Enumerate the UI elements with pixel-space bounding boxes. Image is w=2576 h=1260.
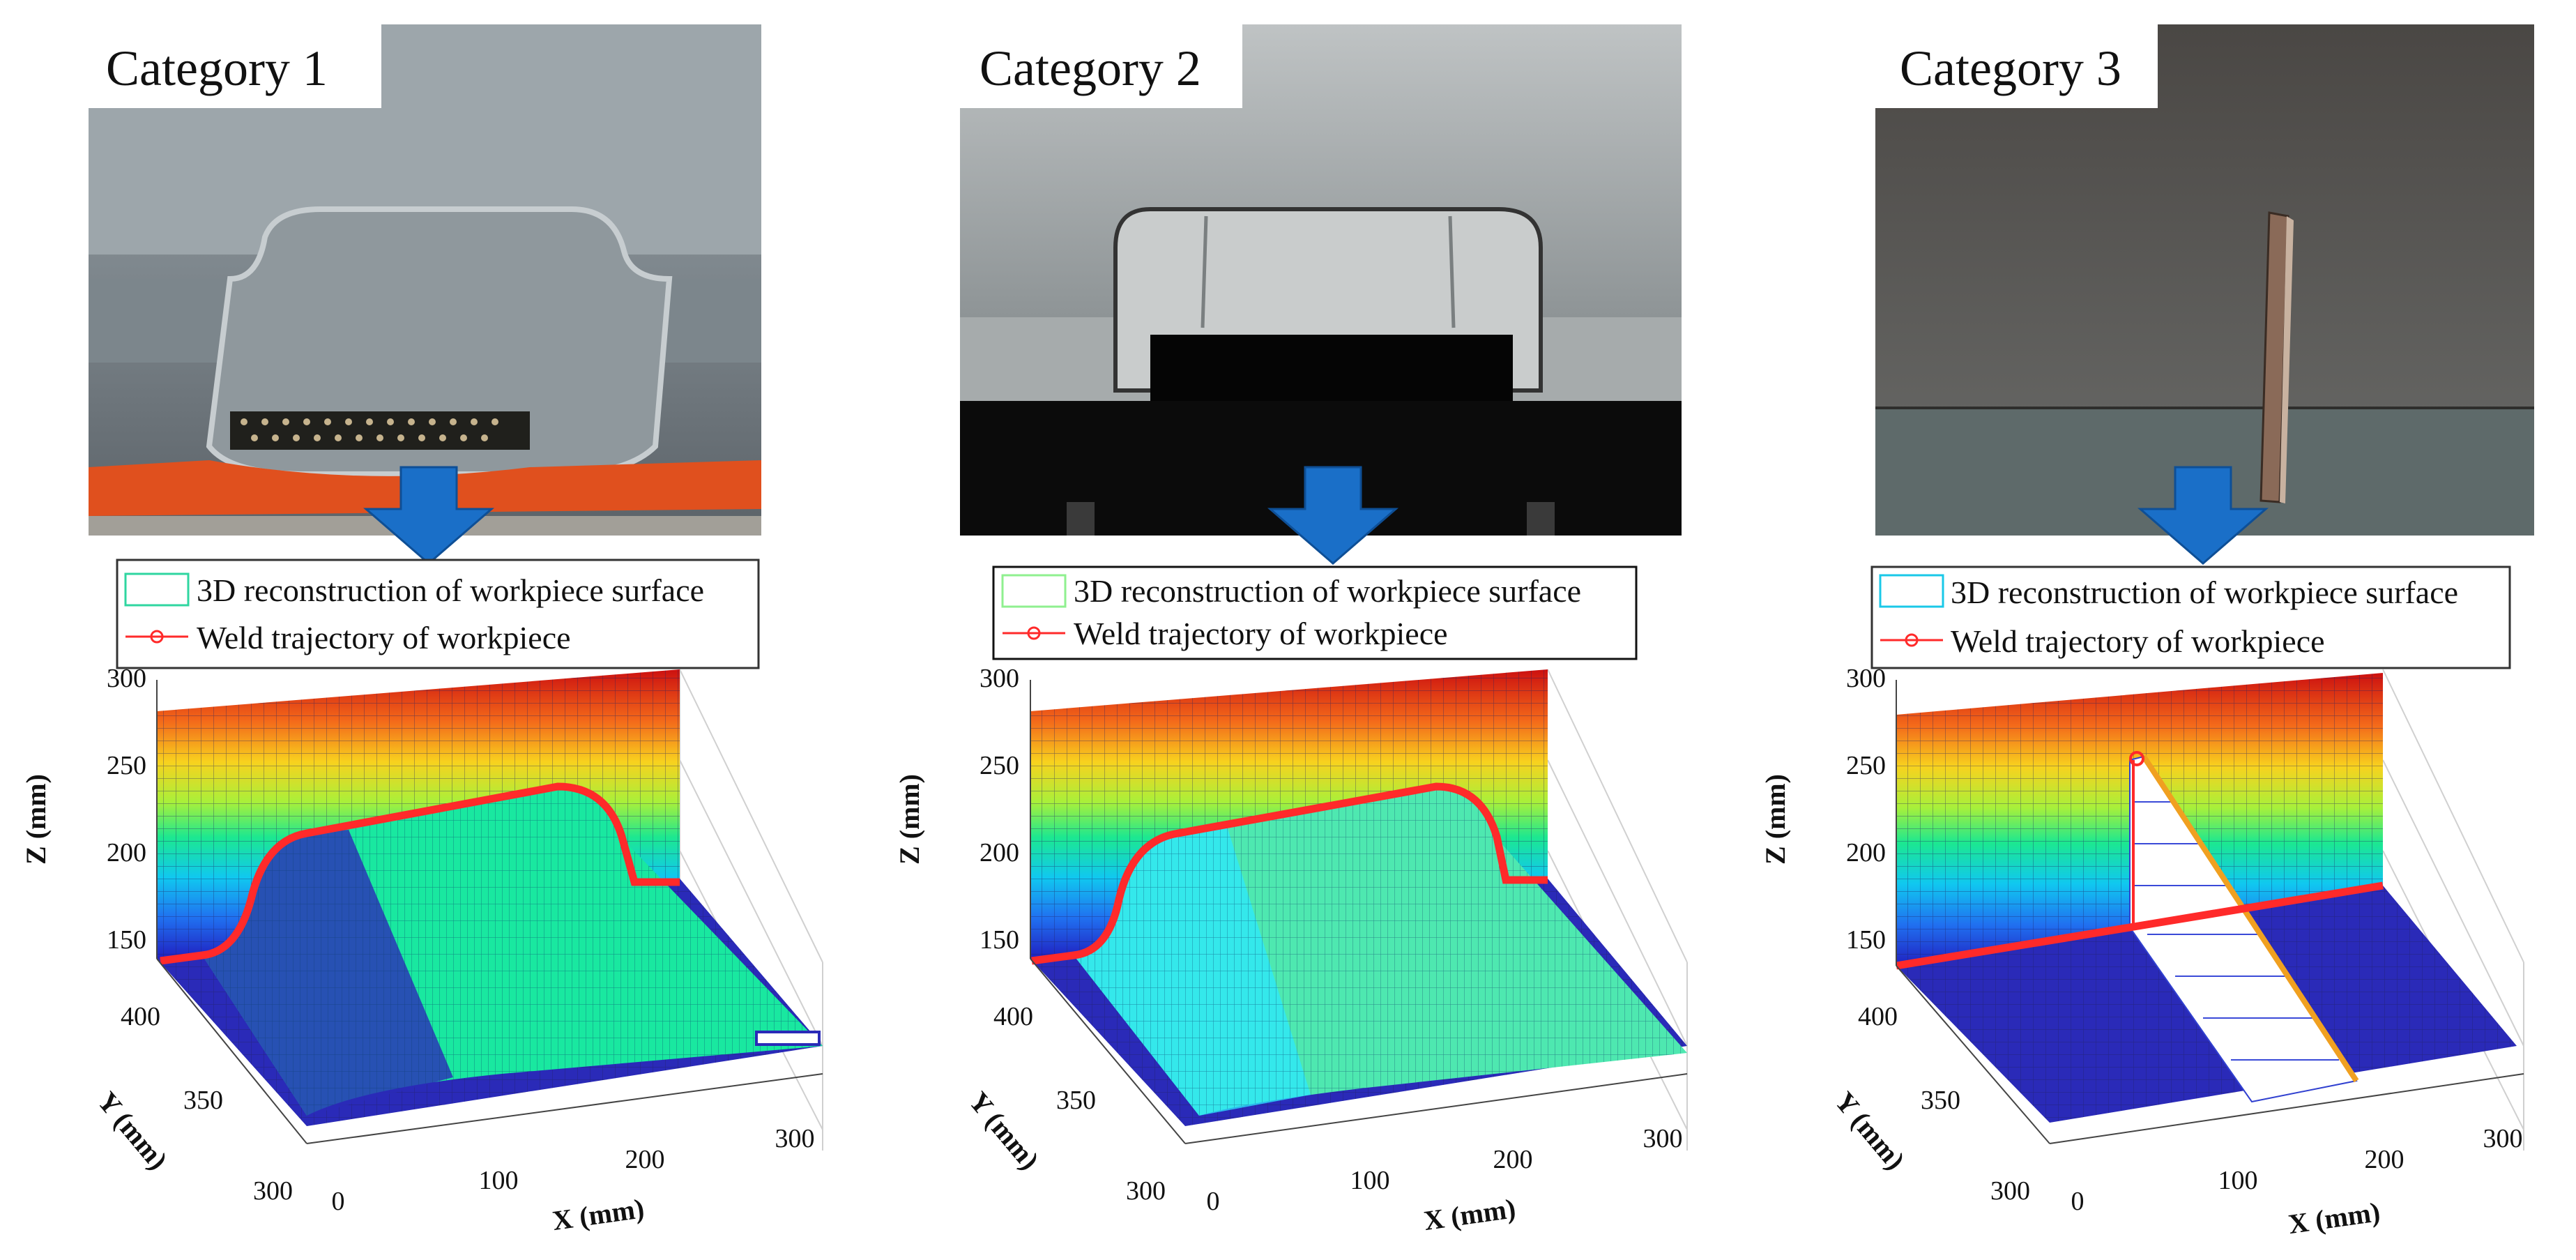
x-tick: 100: [479, 1166, 519, 1195]
x-tick: 100: [1350, 1166, 1390, 1195]
x-axis-label: X (mm): [1422, 1192, 1518, 1236]
x-tick: 200: [1493, 1145, 1533, 1174]
z-tick: 250: [107, 751, 146, 780]
legend-trajectory-label: Weld trajectory of workpiece: [1951, 623, 2325, 659]
surface-swatch: [124, 572, 190, 607]
z-tick: 150: [1846, 925, 1886, 955]
plot-category-2: 300 250 200 150 Z (mm) 400 350 300 Y (mm…: [894, 664, 1688, 1236]
y-axis-label: Y (mm): [1829, 1086, 1911, 1176]
legend-category-3: 3D reconstruction of workpiece surface W…: [1870, 566, 2511, 669]
x-tick: 300: [775, 1124, 815, 1153]
y-tick: 350: [183, 1086, 223, 1115]
z-tick: 250: [1846, 751, 1886, 780]
z-tick: 200: [1846, 838, 1886, 867]
weld-trajectory-2: [1031, 782, 1548, 965]
z-tick: 200: [980, 838, 1019, 867]
x-tick: 200: [2365, 1145, 2404, 1174]
x-tick: 0: [332, 1187, 345, 1216]
legend-surface-label: 3D reconstruction of workpiece surface: [1951, 575, 2458, 610]
z-tick: 300: [980, 664, 1019, 693]
z-tick: 150: [107, 925, 146, 955]
surface-swatch: [1001, 574, 1067, 608]
y-tick: 300: [1990, 1176, 2030, 1206]
panel-category-3: Category 3 3D reconstruction of workpiec…: [1760, 24, 2534, 1240]
plot-category-1: 300 250 200 150 Z (mm) 400 350 300 Y (mm…: [20, 664, 823, 1236]
down-arrow-icon: [2137, 466, 2269, 565]
category-2-label: Category 2: [980, 40, 1201, 96]
y-tick: 300: [253, 1176, 293, 1206]
y-tick: 400: [993, 1002, 1033, 1031]
legend-surface-label: 3D reconstruction of workpiece surface: [197, 572, 704, 608]
y-tick: 400: [121, 1002, 160, 1031]
z-tick: 300: [1846, 664, 1886, 693]
y-tick: 350: [1921, 1086, 1960, 1115]
legend-surface-label: 3D reconstruction of workpiece surface: [1074, 573, 1581, 609]
x-tick: 0: [2071, 1187, 2085, 1216]
panel-category-1: Category 1 3D reconstruction of workpiec…: [20, 24, 823, 1236]
photo-category-2: Category 2: [960, 24, 1682, 536]
z-tick: 300: [107, 664, 146, 693]
y-axis-label: Y (mm): [91, 1086, 174, 1176]
category-3-label: Category 3: [1900, 40, 2121, 96]
y-tick: 400: [1858, 1002, 1898, 1031]
photo-category-3: Category 3: [1875, 24, 2534, 536]
z-axis-label: Z (mm): [894, 774, 925, 865]
z-tick: 200: [107, 838, 146, 867]
weld-trajectory-1: [160, 782, 680, 965]
down-arrow-icon: [363, 466, 495, 565]
y-tick: 350: [1056, 1086, 1096, 1115]
z-tick: 150: [980, 925, 1019, 955]
weld-trajectory-3: [1896, 881, 2384, 970]
z-axis-label: Z (mm): [1760, 774, 1791, 865]
down-arrow-icon: [1267, 466, 1399, 565]
x-tick: 0: [1207, 1187, 1220, 1216]
x-tick: 300: [2483, 1124, 2523, 1153]
legend-trajectory-label: Weld trajectory of workpiece: [1074, 616, 1448, 651]
x-axis-label: X (mm): [2287, 1196, 2382, 1240]
legend-category-1: 3D reconstruction of workpiece surface W…: [116, 559, 760, 669]
panel-category-2: Category 2 3D reconstruction of workpiec…: [894, 24, 1688, 1236]
surface-swatch: [1879, 574, 1944, 608]
x-tick: 300: [1643, 1124, 1683, 1153]
photo-category-1: Category 1: [89, 24, 761, 536]
legend-trajectory-label: Weld trajectory of workpiece: [197, 620, 571, 655]
x-tick: 200: [625, 1145, 665, 1174]
y-axis-label: Y (mm): [963, 1086, 1045, 1176]
x-axis-label: X (mm): [551, 1192, 646, 1236]
z-axis-label: Z (mm): [20, 774, 52, 865]
legend-category-2: 3D reconstruction of workpiece surface W…: [992, 566, 1638, 660]
plot-category-3: 300 250 200 150 Z (mm) 400 350 300 Y (mm…: [1760, 664, 2524, 1240]
x-tick: 100: [2218, 1166, 2258, 1195]
z-tick: 250: [980, 751, 1019, 780]
y-tick: 300: [1126, 1176, 1166, 1206]
category-1-label: Category 1: [106, 40, 328, 96]
